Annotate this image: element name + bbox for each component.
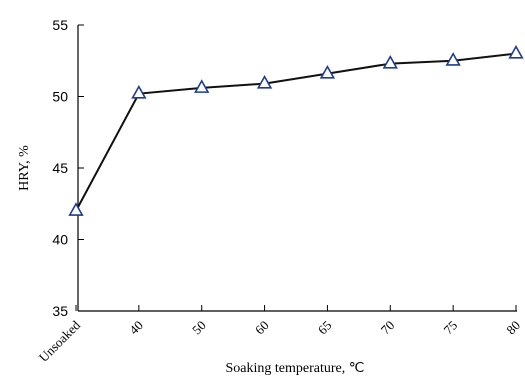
- x-tick-label: Unsoaked: [36, 317, 84, 365]
- data-point-marker: [445, 52, 461, 66]
- x-axis-title: Soaking temperature, ℃: [226, 361, 365, 376]
- data-point-marker: [131, 85, 147, 99]
- x-tick-label: 80: [503, 318, 523, 338]
- x-tick-label: 50: [189, 318, 209, 338]
- y-tick-label: 45: [52, 160, 68, 176]
- series-layer: [68, 44, 524, 216]
- data-point-marker: [68, 202, 84, 216]
- y-axis-title: HRY, %: [17, 145, 32, 191]
- x-tick-label: 40: [126, 318, 146, 338]
- data-point-marker: [194, 79, 210, 93]
- y-tick-label: 55: [52, 17, 68, 33]
- x-tick-label: 70: [378, 318, 398, 338]
- x-tick-label: 65: [315, 318, 335, 338]
- data-point-marker: [382, 54, 398, 69]
- series-line: [75, 52, 517, 212]
- y-tick-label: 40: [52, 232, 68, 248]
- y-tick-label: 35: [52, 303, 68, 319]
- x-tick-label: 75: [440, 318, 460, 338]
- data-point-marker: [508, 44, 524, 59]
- x-axis: Unsoaked 40 50 60 65 70 75 80: [36, 305, 523, 365]
- y-tick-label: 50: [52, 89, 68, 105]
- y-axis: 35 40 45 50 55: [52, 17, 84, 319]
- data-point-marker: [319, 64, 336, 79]
- data-point-marker: [256, 74, 273, 89]
- x-tick-label: 60: [252, 318, 272, 338]
